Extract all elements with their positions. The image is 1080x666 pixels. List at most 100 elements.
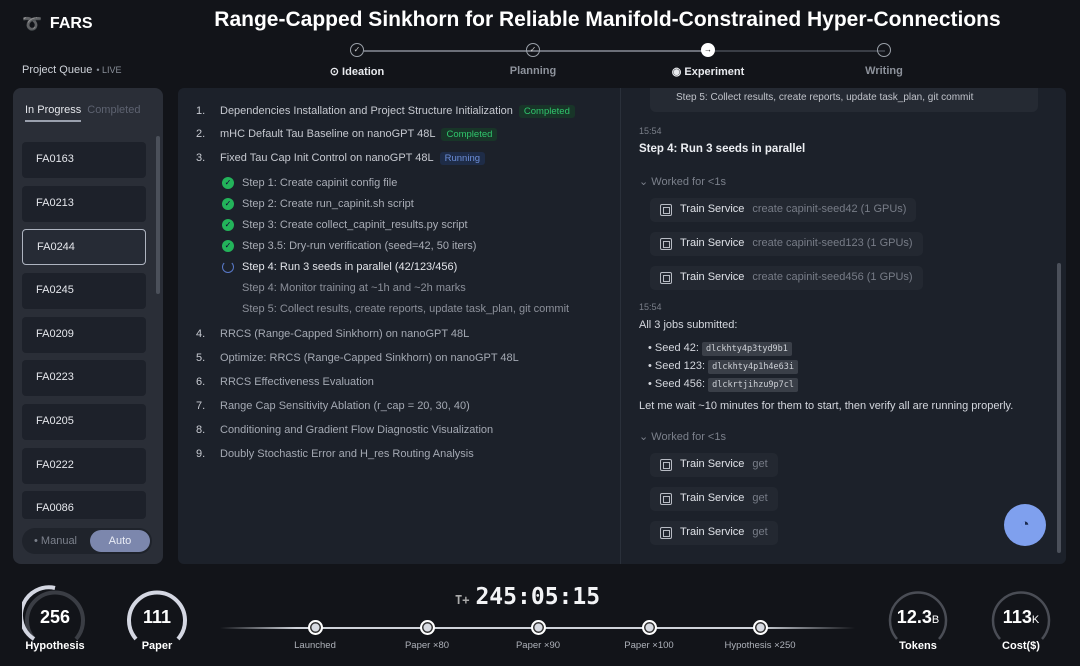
task-item[interactable]: 4. RRCS (Range-Capped Sinkhorn) on nanoGP… [196,328,470,340]
tool-call[interactable]: Train Service get [650,453,778,477]
status-badge: Running [439,152,486,165]
tool-call[interactable]: Train Service create capinit-seed123 (1 G… [650,232,923,256]
cost-value: 113K [1002,607,1040,627]
step-item: Step 5: Collect results, create reports,… [242,303,570,315]
hypothesis-label: Hypothesis [25,640,85,652]
step-item: ✓ Step 1: Create capinit config file [222,177,397,189]
queue-item[interactable]: FA0209 [22,317,146,353]
cost-gauge [991,591,1051,640]
queue-item-selected[interactable]: FA0244 [22,229,146,265]
log-message: Let me wait ~10 minutes for them to star… [639,400,1014,412]
check-circle-icon: ✓ [222,177,234,189]
task-item[interactable]: 2. mHC Default Tau Baseline on nanoGPT 48… [196,128,498,141]
stage-pending-line [715,50,885,52]
timestamp: 15:54 [639,302,662,312]
step-item: ✓ Step 2: Create run_capinit.sh script [222,198,414,210]
job-id: dlckrtjihzu9p7cl [708,378,799,392]
paper-count: 111 [142,607,172,627]
worked-for-toggle[interactable]: ⌄ Worked for <1s [639,431,726,443]
step-item: ✓ Step 3: Create collect_capinit_results.… [222,219,468,231]
live-indicator: • LIVE [96,65,122,75]
milestone-node [420,620,435,635]
stage-pending-icon [877,43,891,57]
chip-icon [660,493,672,505]
task-item[interactable]: 7. Range Cap Sensitivity Ablation (r_cap … [196,400,470,412]
queue-item[interactable]: FA0223 [22,360,146,396]
tokens-value: 12.3B [896,607,940,627]
status-badge: Completed [441,128,498,141]
auto-option[interactable]: Auto [90,530,150,552]
tool-call[interactable]: Train Service get [650,487,778,511]
task-item[interactable]: 8. Conditioning and Gradient Flow Diagnos… [196,424,494,436]
step-item: ✓ Step 3.5: Dry-run verification (seed=42… [222,240,476,252]
tool-call[interactable]: Train Service create capinit-seed456 (1 G… [650,266,923,290]
queue-item[interactable]: FA0222 [22,448,146,484]
milestone-node [753,620,768,635]
tab-in-progress[interactable]: In Progress [25,104,82,122]
logo-icon: ➰ [22,16,42,33]
job-id: dlckhty4p1h4e63i [708,360,799,374]
chip-icon [660,272,672,284]
stage-check-icon: ✓ [526,43,540,57]
timestamp: 15:54 [639,126,662,136]
milestone-node [642,620,657,635]
manual-option[interactable]: • Manual [34,535,77,547]
queue-item[interactable]: FA0163 [22,142,146,178]
log-message: All 3 jobs submitted: [639,319,738,331]
check-circle-icon: ✓ [222,198,234,210]
app-logo: ➰ FARS [22,15,93,33]
project-queue-label: Project Queue • LIVE [22,64,122,76]
main-panel: 1. Dependencies Installation and Project … [178,88,1066,564]
check-circle-icon: ✓ [222,219,234,231]
task-item[interactable]: 1. Dependencies Installation and Project … [196,105,575,118]
tool-call[interactable]: Train Service get [650,521,778,545]
hypothesis-gauge [22,585,85,641]
queue-item[interactable]: FA0205 [22,404,146,440]
speedometer-button[interactable]: ◔ [1004,504,1046,546]
spinner-icon [222,261,234,273]
seed-item: • Seed 456: dlckrtjihzu9p7cl [648,378,799,392]
worked-for-toggle[interactable]: ⌄ Worked for <1s [639,176,726,188]
chip-icon [660,459,672,471]
tab-completed[interactable]: Completed [87,104,141,116]
elapsed-timer: T+ 245:05:15 [455,584,601,610]
log-scrollbar[interactable] [1057,263,1061,553]
stage-planning[interactable]: Planning [509,65,557,77]
cost-label: Cost($) [1002,640,1040,652]
queue-item[interactable]: FA0213 [22,186,146,222]
queue-item[interactable]: FA0086 [22,491,146,519]
stage-arrow-icon: → [701,43,715,57]
task-item[interactable]: 9. Doubly Stochastic Error and H_res Rout… [196,448,474,460]
check-circle-icon: ✓ [222,240,234,252]
paper-gauge [127,590,187,641]
seed-item: • Seed 42: dlckhty4p3tyd9b1 [648,342,792,356]
log-heading: Step 4: Run 3 seeds in parallel [639,143,806,155]
stage-ideation[interactable]: ⊙ Ideation [329,66,385,78]
paper-label: Paper [141,640,173,652]
milestone-node [308,620,323,635]
task-item[interactable]: 6. RRCS Effectiveness Evaluation [196,376,374,388]
gauge-icon: ◔ [1020,516,1030,533]
chip-icon [660,527,672,539]
stage-experiment[interactable]: ◉ Experiment [671,66,745,78]
status-badge: Completed [518,105,575,118]
task-item[interactable]: 5. Optimize: RRCS (Range-Capped Sinkhorn)… [196,352,519,364]
hypothesis-count: 256 [39,607,71,627]
task-item[interactable]: 3. Fixed Tau Cap Init Control on nanoGPT … [196,152,486,165]
milestone-label: Hypothesis ×250 [724,640,796,651]
page-title: Range-Capped Sinkhorn for Reliable Manif… [214,8,1001,31]
project-queue-sidebar: In Progress Completed FA0163 FA0213 FA024… [13,88,163,564]
tokens-label: Tokens [899,640,937,652]
sidebar-scrollbar[interactable] [156,136,160,294]
queue-item[interactable]: FA0245 [22,273,146,309]
stage-writing[interactable]: Writing [865,65,903,77]
tokens-gauge [888,591,948,640]
tool-call[interactable]: Train Service create capinit-seed42 (1 GP… [650,198,917,222]
mode-toggle[interactable]: • Manual Auto [22,528,152,554]
milestone-label: Paper ×90 [515,640,561,651]
milestone-label: Paper ×80 [404,640,450,651]
step-item: Step 4: Monitor training at ~1h and ~2h … [242,282,466,294]
column-divider [620,88,621,564]
seed-item: • Seed 123: dlckhty4p1h4e63i [648,360,799,374]
chip-icon [660,204,672,216]
